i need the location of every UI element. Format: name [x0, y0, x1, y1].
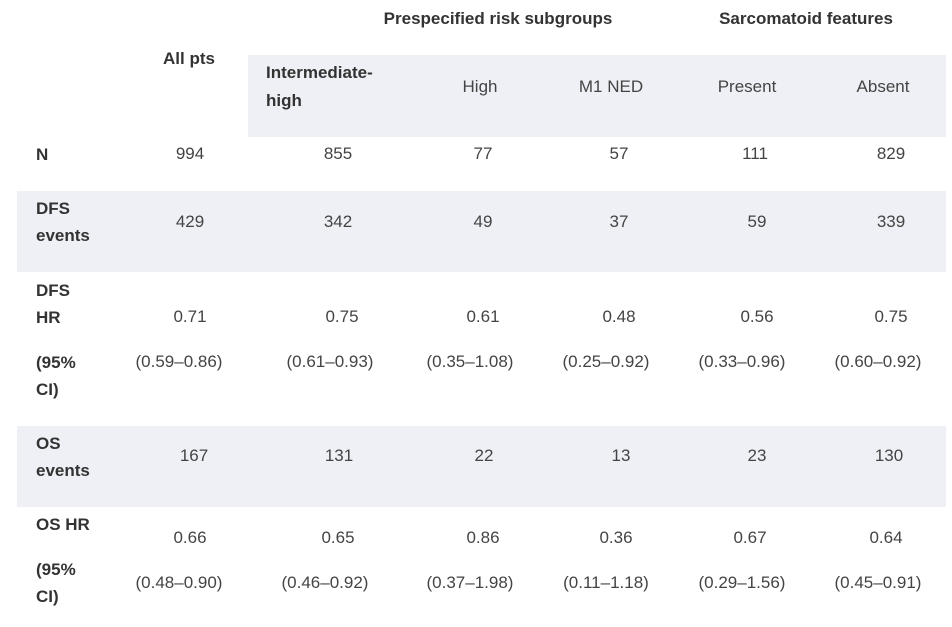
- cell-n-present: 111: [742, 144, 768, 163]
- cell-os-events-present: 23: [747, 446, 767, 465]
- cell-os-hr-m1-ned: 0.36: [599, 528, 633, 547]
- row-label-os-events-line1: OS: [36, 434, 61, 453]
- column-header-high: High: [462, 77, 498, 96]
- column-header-all-pts: All pts: [163, 49, 215, 68]
- cell-os-hr-ci-all: (0.48–0.90): [135, 573, 223, 592]
- cell-dfs-hr-absent: 0.75: [874, 307, 908, 326]
- row-band-os-events: [17, 426, 946, 507]
- cell-os-hr-ci-high: (0.37–1.98): [426, 573, 514, 592]
- column-header-intermediate-high-line2: high: [266, 91, 302, 110]
- cell-os-hr-ci-present: (0.29–1.56): [698, 573, 786, 592]
- row-label-os-events-line2: events: [36, 461, 90, 480]
- row-label-os-hr-ci: (95% CI): [36, 556, 76, 610]
- cell-dfs-hr-present: 0.56: [740, 307, 774, 326]
- row-label-n: N: [36, 145, 49, 164]
- cell-dfs-hr-ci-absent: (0.60–0.92): [834, 352, 922, 371]
- group-header-sarcomatoid: Sarcomatoid features: [719, 9, 893, 28]
- column-header-intermediate-high-line1: Intermediate-: [266, 63, 373, 82]
- cell-dfs-hr-ci-intermediate-high: (0.61–0.93): [286, 352, 374, 371]
- row-label-os-events: OS events: [36, 430, 90, 484]
- cell-dfs-hr-all: 0.71: [173, 307, 207, 326]
- cell-os-events-absent: 130: [874, 446, 904, 465]
- cell-os-hr-all: 0.66: [173, 528, 207, 547]
- cell-dfs-events-present: 59: [747, 212, 767, 231]
- cell-dfs-hr-high: 0.61: [466, 307, 500, 326]
- cell-os-hr-high: 0.86: [466, 528, 500, 547]
- cell-os-hr-ci-m1-ned: (0.11–1.18): [563, 573, 649, 592]
- row-label-dfs-hr-ci: (95% CI): [36, 349, 76, 403]
- cell-dfs-hr-intermediate-high: 0.75: [325, 307, 359, 326]
- cell-os-hr-present: 0.67: [733, 528, 767, 547]
- cell-dfs-events-all: 429: [175, 212, 205, 231]
- cell-dfs-hr-ci-present: (0.33–0.96): [698, 352, 786, 371]
- column-header-m1-ned: M1 NED: [578, 77, 644, 96]
- cell-dfs-hr-ci-all: (0.59–0.86): [135, 352, 223, 371]
- cell-dfs-hr-ci-high: (0.35–1.08): [426, 352, 514, 371]
- cell-n-high: 77: [473, 144, 493, 163]
- row-band-dfs-events: [17, 191, 946, 272]
- cell-dfs-hr-m1-ned: 0.48: [602, 307, 636, 326]
- row-label-os-hr-ci-line2: CI): [36, 587, 59, 606]
- cell-dfs-hr-ci-m1-ned: (0.25–0.92): [562, 352, 650, 371]
- cell-n-intermediate-high: 855: [323, 144, 353, 163]
- cell-n-m1-ned: 57: [609, 144, 629, 163]
- cell-dfs-events-high: 49: [473, 212, 493, 231]
- cell-dfs-events-absent: 339: [876, 212, 906, 231]
- cell-dfs-events-intermediate-high: 342: [323, 212, 353, 231]
- cell-os-hr-ci-absent: (0.45–0.91): [834, 573, 922, 592]
- cell-os-events-all: 167: [179, 446, 209, 465]
- row-label-dfs-events-line2: events: [36, 226, 90, 245]
- cell-os-events-m1-ned: 13: [611, 446, 631, 465]
- row-label-dfs-hr-line1: DFS: [36, 281, 70, 300]
- row-label-os-hr: OS HR: [36, 515, 90, 534]
- row-label-dfs-hr: DFS HR: [36, 277, 70, 331]
- cell-os-hr-intermediate-high: 0.65: [321, 528, 355, 547]
- column-header-intermediate-high: Intermediate- high: [266, 59, 373, 115]
- cell-n-all: 994: [175, 144, 205, 163]
- row-label-dfs-events-line1: DFS: [36, 199, 70, 218]
- cell-os-events-high: 22: [474, 446, 494, 465]
- cell-os-events-intermediate-high: 131: [324, 446, 354, 465]
- column-header-absent: Absent: [856, 77, 910, 96]
- column-header-present: Present: [717, 77, 777, 96]
- row-label-dfs-hr-ci-line1: (95%: [36, 353, 76, 372]
- cell-os-hr-ci-intermediate-high: (0.46–0.92): [281, 573, 369, 592]
- row-label-dfs-events: DFS events: [36, 195, 90, 249]
- cell-dfs-events-m1-ned: 37: [609, 212, 629, 231]
- row-label-dfs-hr-ci-line2: CI): [36, 380, 59, 399]
- cell-n-absent: 829: [876, 144, 906, 163]
- row-label-os-hr-ci-line1: (95%: [36, 560, 76, 579]
- cell-os-hr-absent: 0.64: [869, 528, 903, 547]
- column-header-band: [248, 55, 946, 137]
- row-label-dfs-hr-line2: HR: [36, 308, 61, 327]
- group-header-risk-subgroups: Prespecified risk subgroups: [383, 9, 613, 28]
